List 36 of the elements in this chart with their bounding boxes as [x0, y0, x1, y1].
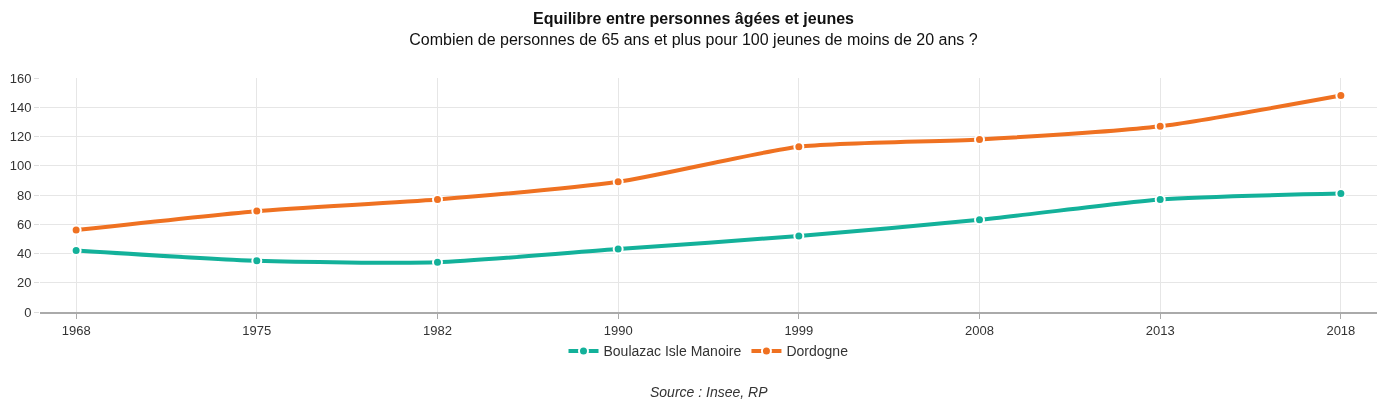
- point: [251, 205, 263, 217]
- x-tick-label: 1999: [784, 322, 814, 338]
- point: [793, 230, 805, 242]
- y-tick-label: 60: [16, 216, 32, 232]
- y-tick-label: 40: [16, 246, 32, 262]
- point: [431, 193, 443, 205]
- point: [793, 141, 805, 153]
- x-tick-label: 1968: [61, 322, 91, 338]
- point: [70, 245, 82, 257]
- x-tick-label: 2018: [1326, 322, 1356, 338]
- y-tick-label: 160: [9, 70, 32, 86]
- point: [251, 255, 263, 267]
- y-tick-label: 120: [9, 129, 32, 145]
- x-tick-label: 2013: [1145, 322, 1175, 338]
- point: [974, 214, 986, 226]
- y-tick-label: 80: [16, 187, 32, 203]
- chart-subtitle: Combien de personnes de 65 ans et plus pour 100 jeunes de moins de 20 ans ?: [409, 31, 978, 49]
- x-tick-label: 2008: [965, 322, 994, 338]
- point: [1154, 120, 1166, 132]
- source-note: Source : Insee, RP: [650, 384, 769, 400]
- chart-title: Equilibre entre personnes âgées et jeunes: [533, 10, 855, 28]
- y-tick-label: 0: [24, 304, 32, 320]
- x-tick-label: 1975: [242, 322, 272, 338]
- legend-label: Boulazac Isle Manoire: [603, 343, 742, 360]
- point: [612, 176, 624, 188]
- point: [1154, 193, 1166, 205]
- legend-label: Dordogne: [786, 343, 849, 360]
- x-tick-label: 1982: [423, 322, 452, 338]
- y-tick-label: 100: [9, 158, 32, 174]
- point: [1335, 188, 1347, 200]
- y-tick-label: 140: [9, 99, 32, 115]
- point: [431, 256, 443, 268]
- point: [974, 133, 986, 145]
- y-tick-label: 20: [16, 275, 32, 291]
- point: [612, 243, 624, 255]
- x-tick-label: 1990: [603, 322, 633, 338]
